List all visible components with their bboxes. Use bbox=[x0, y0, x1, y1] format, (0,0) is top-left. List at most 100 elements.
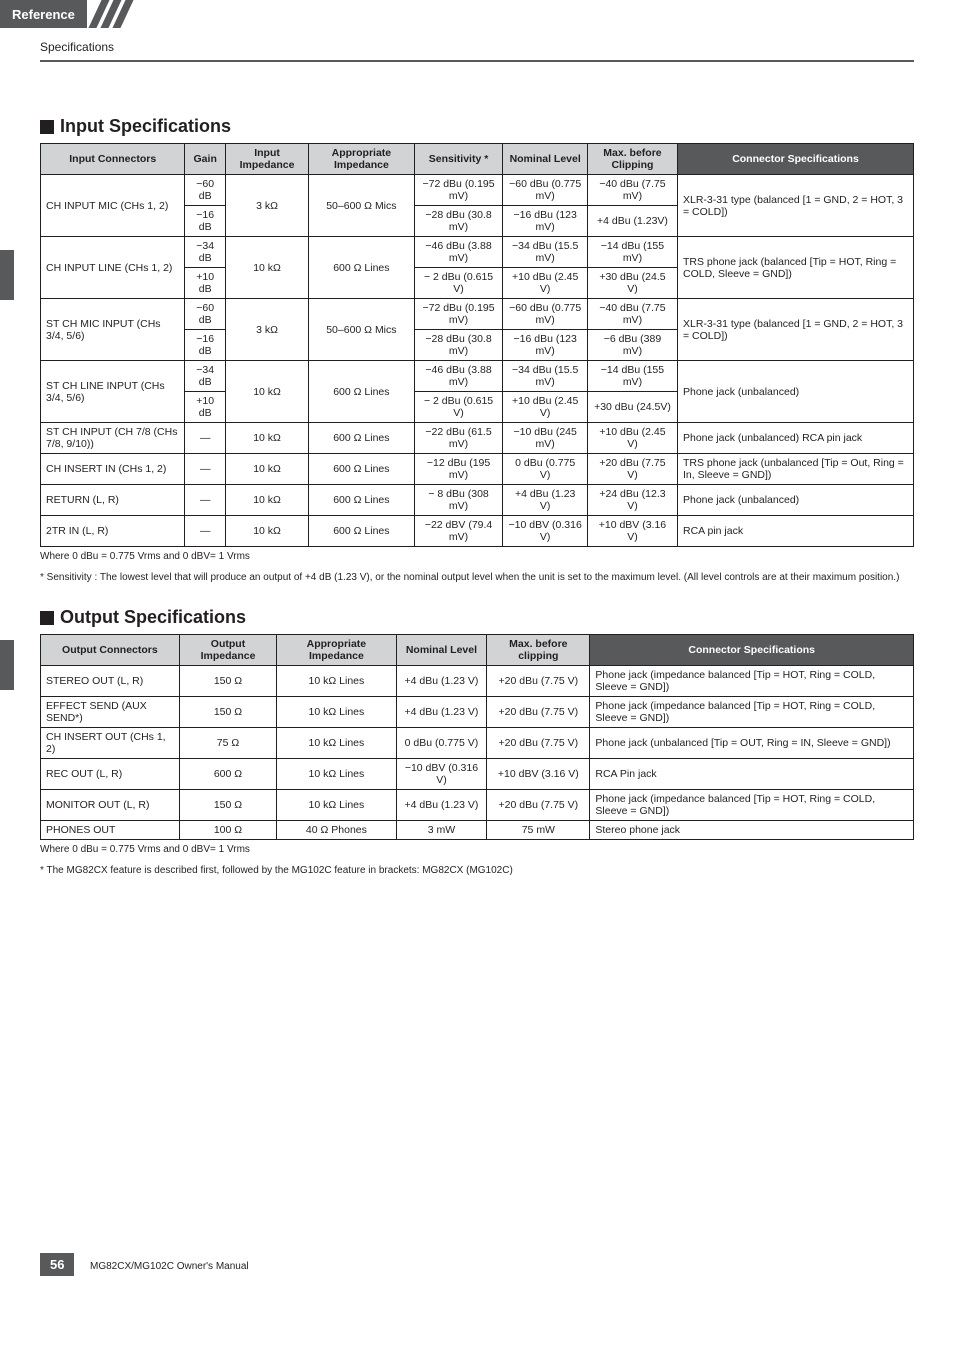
table-cell: −28 dBu (30.8 mV) bbox=[414, 330, 503, 361]
col-header: Output Impedance bbox=[179, 635, 276, 666]
table-cell: −60 dB bbox=[185, 175, 226, 206]
table-cell: −60 dBu (0.775 mV) bbox=[503, 175, 587, 206]
footer-manual-name: MG82CX/MG102C Owner's Manual bbox=[90, 1261, 249, 1272]
table-cell: −16 dBu (123 mV) bbox=[503, 206, 587, 237]
table-cell: RCA Pin jack bbox=[590, 759, 914, 790]
col-header: Nominal Level bbox=[503, 144, 587, 175]
col-header: Sensitivity * bbox=[414, 144, 503, 175]
tab-stripes bbox=[95, 0, 127, 28]
table-cell: +10 dB bbox=[185, 392, 226, 423]
table-row: PHONES OUT100 Ω40 Ω Phones3 mW75 mWStere… bbox=[41, 821, 914, 840]
table-cell: STEREO OUT (L, R) bbox=[41, 666, 180, 697]
table-cell: +20 dBu (7.75 V) bbox=[587, 454, 677, 485]
table-cell: 10 kΩ bbox=[225, 485, 308, 516]
col-header: Appropriate Impedance bbox=[277, 635, 396, 666]
table-cell: — bbox=[185, 454, 226, 485]
header-bar: Reference bbox=[0, 0, 954, 28]
table-cell: CH INSERT IN (CHs 1, 2) bbox=[41, 454, 185, 485]
table-cell: 3 kΩ bbox=[225, 299, 308, 361]
table-cell: −34 dBu (15.5 mV) bbox=[503, 361, 587, 392]
table-cell: 40 Ω Phones bbox=[277, 821, 396, 840]
input-note-1: Where 0 dBu = 0.775 Vrms and 0 dBV= 1 Vr… bbox=[40, 551, 914, 562]
table-cell: −34 dB bbox=[185, 361, 226, 392]
page-number: 56 bbox=[40, 1253, 74, 1276]
table-cell: MONITOR OUT (L, R) bbox=[41, 790, 180, 821]
input-spec-title: Input Specifications bbox=[40, 116, 914, 137]
table-row: ST CH LINE INPUT (CHs 3/4, 5/6)−34 dB10 … bbox=[41, 361, 914, 392]
table-cell: 150 Ω bbox=[179, 697, 276, 728]
table-cell: 600 Ω Lines bbox=[309, 361, 415, 423]
col-header: Output Connectors bbox=[41, 635, 180, 666]
table-cell: −28 dBu (30.8 mV) bbox=[414, 206, 503, 237]
output-note-1: Where 0 dBu = 0.775 Vrms and 0 dBV= 1 Vr… bbox=[40, 844, 914, 855]
page-subtitle: Specifications bbox=[40, 40, 954, 54]
table-cell: CH INPUT LINE (CHs 1, 2) bbox=[41, 237, 185, 299]
col-header: Input Impedance bbox=[225, 144, 308, 175]
table-cell: +4 dBu (1.23 V) bbox=[396, 666, 487, 697]
col-header: Nominal Level bbox=[396, 635, 487, 666]
table-cell: 150 Ω bbox=[179, 790, 276, 821]
col-header: Max. before clipping bbox=[487, 635, 590, 666]
table-header-row: Input Connectors Gain Input Impedance Ap… bbox=[41, 144, 914, 175]
table-row: STEREO OUT (L, R)150 Ω10 kΩ Lines+4 dBu … bbox=[41, 666, 914, 697]
input-note-2: * Sensitivity : The lowest level that wi… bbox=[40, 572, 914, 583]
table-cell: −10 dBV (0.316 V) bbox=[503, 516, 587, 547]
table-cell: Phone jack (impedance balanced [Tip = HO… bbox=[590, 697, 914, 728]
table-row: EFFECT SEND (AUX SEND*)150 Ω10 kΩ Lines+… bbox=[41, 697, 914, 728]
table-cell: 100 Ω bbox=[179, 821, 276, 840]
table-cell: +20 dBu (7.75 V) bbox=[487, 790, 590, 821]
table-cell: 600 Ω Lines bbox=[309, 237, 415, 299]
table-row: RETURN (L, R)—10 kΩ600 Ω Lines− 8 dBu (3… bbox=[41, 485, 914, 516]
table-row: REC OUT (L, R)600 Ω10 kΩ Lines−10 dBV (0… bbox=[41, 759, 914, 790]
table-cell: −72 dBu (0.195 mV) bbox=[414, 299, 503, 330]
table-cell: 10 kΩ bbox=[225, 516, 308, 547]
table-cell: TRS phone jack (balanced [Tip = HOT, Rin… bbox=[678, 237, 914, 299]
table-cell: Phone jack (impedance balanced [Tip = HO… bbox=[590, 666, 914, 697]
table-row: MONITOR OUT (L, R)150 Ω10 kΩ Lines+4 dBu… bbox=[41, 790, 914, 821]
output-spec-title-text: Output Specifications bbox=[60, 607, 246, 628]
table-cell: +10 dBV (3.16 V) bbox=[587, 516, 677, 547]
table-cell: Stereo phone jack bbox=[590, 821, 914, 840]
table-cell: −14 dBu (155 mV) bbox=[587, 237, 677, 268]
table-cell: +4 dBu (1.23 V) bbox=[503, 485, 587, 516]
table-cell: −46 dBu (3.88 mV) bbox=[414, 237, 503, 268]
table-cell: +30 dBu (24.5V) bbox=[587, 392, 677, 423]
table-cell: 3 kΩ bbox=[225, 175, 308, 237]
table-cell: −22 dBu (61.5 mV) bbox=[414, 423, 503, 454]
input-spec-table: Input Connectors Gain Input Impedance Ap… bbox=[40, 143, 914, 547]
table-cell: −34 dBu (15.5 mV) bbox=[503, 237, 587, 268]
col-header: Max. before Clipping bbox=[587, 144, 677, 175]
table-cell: +20 dBu (7.75 V) bbox=[487, 666, 590, 697]
bullet-icon bbox=[40, 611, 54, 625]
table-row: 2TR IN (L, R)—10 kΩ600 Ω Lines−22 dBV (7… bbox=[41, 516, 914, 547]
table-cell: 600 Ω Lines bbox=[309, 454, 415, 485]
table-cell: TRS phone jack (unbalanced [Tip = Out, R… bbox=[678, 454, 914, 485]
table-cell: RCA pin jack bbox=[678, 516, 914, 547]
table-cell: 10 kΩ Lines bbox=[277, 790, 396, 821]
col-header: Connector Specifications bbox=[590, 635, 914, 666]
table-cell: 10 kΩ bbox=[225, 454, 308, 485]
table-cell: 50–600 Ω Mics bbox=[309, 175, 415, 237]
table-cell: +24 dBu (12.3 V) bbox=[587, 485, 677, 516]
table-cell: −10 dBu (245 mV) bbox=[503, 423, 587, 454]
output-spec-title: Output Specifications bbox=[40, 607, 914, 628]
table-cell: +20 dBu (7.75 V) bbox=[487, 728, 590, 759]
table-row: CH INSERT OUT (CHs 1, 2)75 Ω10 kΩ Lines0… bbox=[41, 728, 914, 759]
col-header: Gain bbox=[185, 144, 226, 175]
table-cell: −34 dB bbox=[185, 237, 226, 268]
table-cell: Phone jack (unbalanced) bbox=[678, 485, 914, 516]
table-cell: +30 dBu (24.5 V) bbox=[587, 268, 677, 299]
table-cell: −46 dBu (3.88 mV) bbox=[414, 361, 503, 392]
table-cell: Phone jack (unbalanced [Tip = OUT, Ring … bbox=[590, 728, 914, 759]
table-cell: +10 dBu (2.45 V) bbox=[503, 268, 587, 299]
table-row: CH INPUT MIC (CHs 1, 2)−60 dB3 kΩ50–600 … bbox=[41, 175, 914, 206]
input-spec-title-text: Input Specifications bbox=[60, 116, 231, 137]
table-cell: 600 Ω Lines bbox=[309, 485, 415, 516]
table-cell: CH INSERT OUT (CHs 1, 2) bbox=[41, 728, 180, 759]
table-cell: Phone jack (impedance balanced [Tip = HO… bbox=[590, 790, 914, 821]
table-cell: +10 dBu (2.45 V) bbox=[587, 423, 677, 454]
table-cell: +10 dBV (3.16 V) bbox=[487, 759, 590, 790]
table-cell: PHONES OUT bbox=[41, 821, 180, 840]
table-cell: −60 dBu (0.775 mV) bbox=[503, 299, 587, 330]
table-row: ST CH INPUT (CH 7/8 (CHs 7/8, 9/10))—10 … bbox=[41, 423, 914, 454]
